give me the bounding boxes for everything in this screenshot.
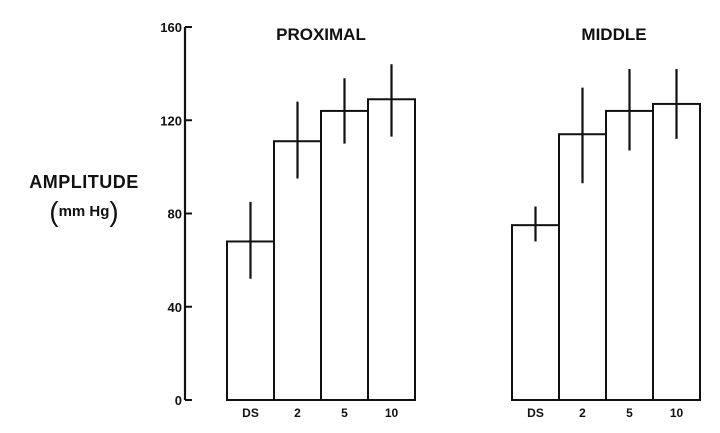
panel-middle: MIDDLE DS 2 5 10 [511, 25, 701, 420]
y-axis-title: AMPLITUDE [29, 172, 139, 192]
y-tick-label: 160 [160, 20, 182, 35]
x-tick-label: 2 [294, 406, 301, 420]
y-tick-label: 0 [175, 393, 182, 408]
bar [652, 102, 701, 402]
panel-title: PROXIMAL [276, 25, 366, 44]
y-axis-unit: (mm Hg) [24, 196, 144, 228]
y-axis-label: AMPLITUDE (mm Hg) [24, 172, 144, 228]
x-tick-label: 10 [385, 406, 399, 420]
bar [367, 98, 416, 402]
unit-close-paren: ) [109, 196, 119, 227]
x-tick-label: 2 [579, 406, 586, 420]
y-tick-label: 120 [160, 113, 182, 128]
panel-title: MIDDLE [581, 25, 646, 44]
bar [320, 109, 369, 402]
x-tick-label: 10 [670, 406, 684, 420]
x-tick-label: DS [527, 406, 544, 420]
bar [511, 224, 560, 401]
x-tick-label: DS [242, 406, 259, 420]
bar [273, 140, 322, 401]
y-axis-unit-text: mm Hg [58, 203, 110, 220]
y-tick-label: 80 [168, 207, 182, 222]
bar [605, 109, 654, 402]
y-tick-label: 40 [168, 300, 182, 315]
x-tick-label: 5 [626, 406, 633, 420]
panel-proximal: PROXIMAL DS 2 5 10 [226, 25, 416, 420]
unit-open-paren: ( [49, 196, 59, 227]
x-tick-label: 5 [341, 406, 348, 420]
